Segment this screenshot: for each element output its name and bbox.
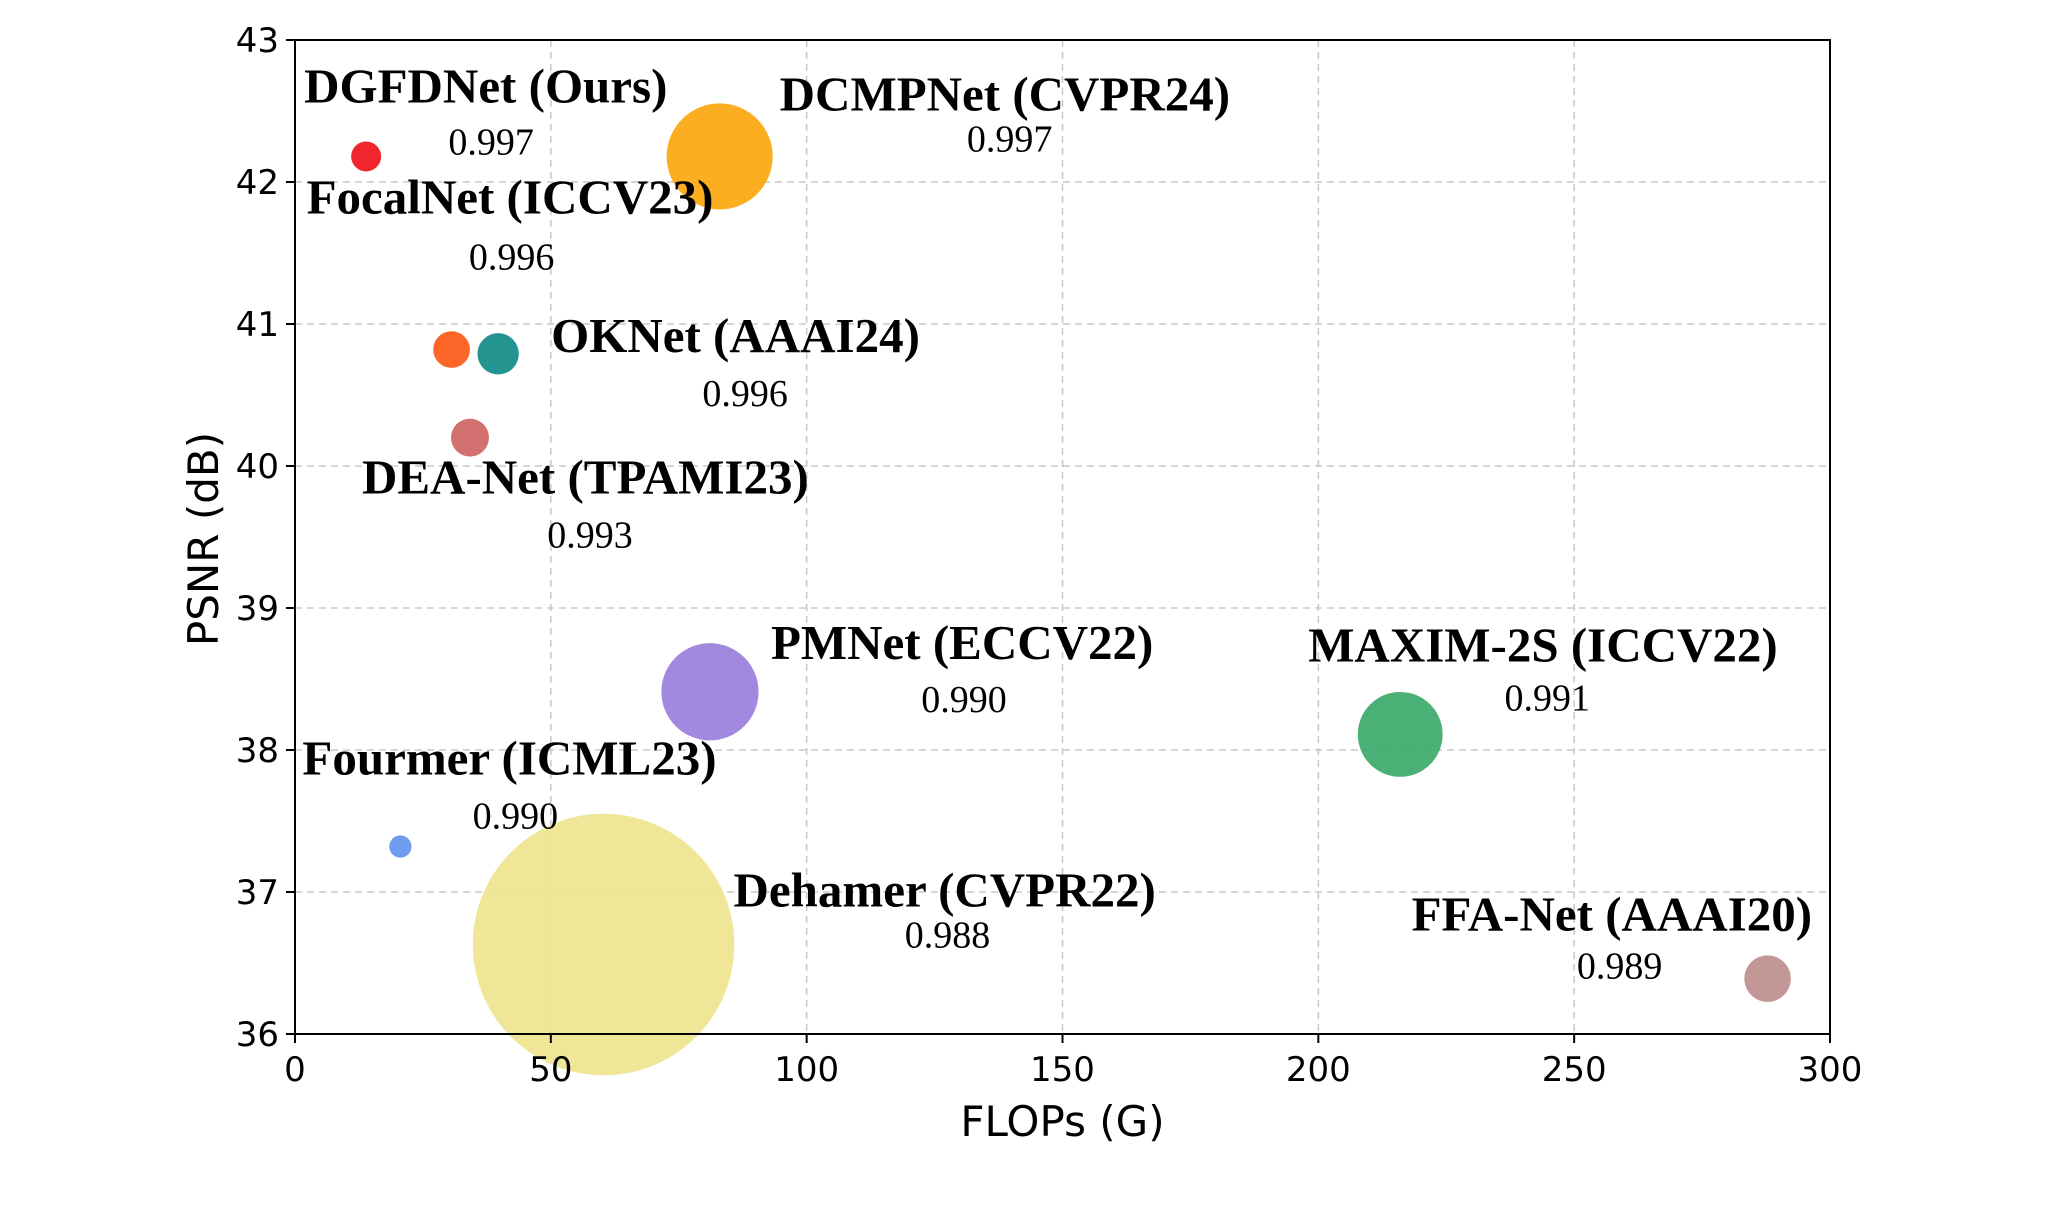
bubble-label-dehamer: Dehamer (CVPR22)	[734, 863, 1156, 918]
bubble-label-dea-net: DEA-Net (TPAMI23)	[362, 450, 809, 505]
y-tick-label: 42	[236, 163, 279, 203]
x-tick-label: 100	[774, 1050, 839, 1090]
bubble-dea-net	[451, 418, 489, 457]
axis-ticks: 0 50 100 150 200 250 300 36 37 38 39 40 41 42 43	[236, 21, 1863, 1090]
bubble-pmnet	[661, 643, 759, 741]
x-tick-label: 300	[1798, 1050, 1863, 1090]
bubble-oknet	[477, 333, 519, 375]
bubble-label-dcmpnet: DCMPNet (CVPR24)	[780, 66, 1230, 121]
y-tick-label: 43	[236, 21, 279, 61]
bubble-maxim-2s	[1357, 691, 1443, 777]
bubble-label-ffa-net: FFA-Net (AAAI20)	[1412, 887, 1813, 942]
y-tick-label: 36	[236, 1015, 279, 1055]
bubble-ssim-pmnet: 0.990	[921, 679, 1007, 721]
bubble-ssim-fourmer: 0.990	[473, 796, 559, 838]
bubble-label-focalnet: FocalNet (ICCV23)	[307, 170, 714, 225]
bubble-ssim-focalnet: 0.996	[469, 237, 555, 279]
bubble-ssim-ffa-net: 0.989	[1577, 946, 1663, 988]
bubble-ssim-dgfdnet: 0.997	[448, 121, 534, 163]
x-axis-title: FLOPs (G)	[960, 1097, 1164, 1146]
y-tick-label: 40	[236, 447, 279, 487]
bubble-dcmpnet	[666, 103, 773, 210]
bubble-label-dgfdnet: DGFDNet (Ours)	[304, 58, 667, 113]
bubble-fourmer	[389, 835, 412, 858]
bubble-ssim-maxim-2s: 0.991	[1504, 677, 1590, 719]
y-axis-title: PSNR (dB)	[179, 432, 228, 646]
bubble-focalnet	[433, 331, 470, 368]
bubble-dgfdnet	[351, 141, 382, 172]
x-tick-label: 150	[1030, 1050, 1095, 1090]
bubble-ssim-dehamer: 0.988	[905, 915, 991, 957]
x-tick-label: 200	[1286, 1050, 1351, 1090]
bubble-ssim-dea-net: 0.993	[547, 515, 633, 557]
x-tick-label: 50	[529, 1050, 572, 1090]
y-tick-label: 37	[236, 873, 279, 913]
y-tick-label: 41	[236, 305, 279, 345]
bubble-label-maxim-2s: MAXIM-2S (ICCV22)	[1308, 617, 1778, 672]
bubble-label-oknet: OKNet (AAAI24)	[551, 308, 920, 363]
bubble-label-pmnet: PMNet (ECCV22)	[771, 615, 1153, 670]
bubble-ssim-oknet: 0.996	[702, 373, 788, 415]
bubble-label-fourmer: Fourmer (ICML23)	[302, 731, 716, 786]
bubble-ffa-net	[1744, 955, 1791, 1002]
x-tick-label: 0	[284, 1050, 306, 1090]
y-tick-label: 38	[236, 731, 279, 771]
bubbles	[351, 103, 1791, 1076]
bubble-ssim-dcmpnet: 0.997	[967, 118, 1053, 160]
x-tick-label: 250	[1542, 1050, 1607, 1090]
y-tick-label: 39	[236, 589, 279, 629]
bubble-dehamer	[472, 813, 735, 1076]
